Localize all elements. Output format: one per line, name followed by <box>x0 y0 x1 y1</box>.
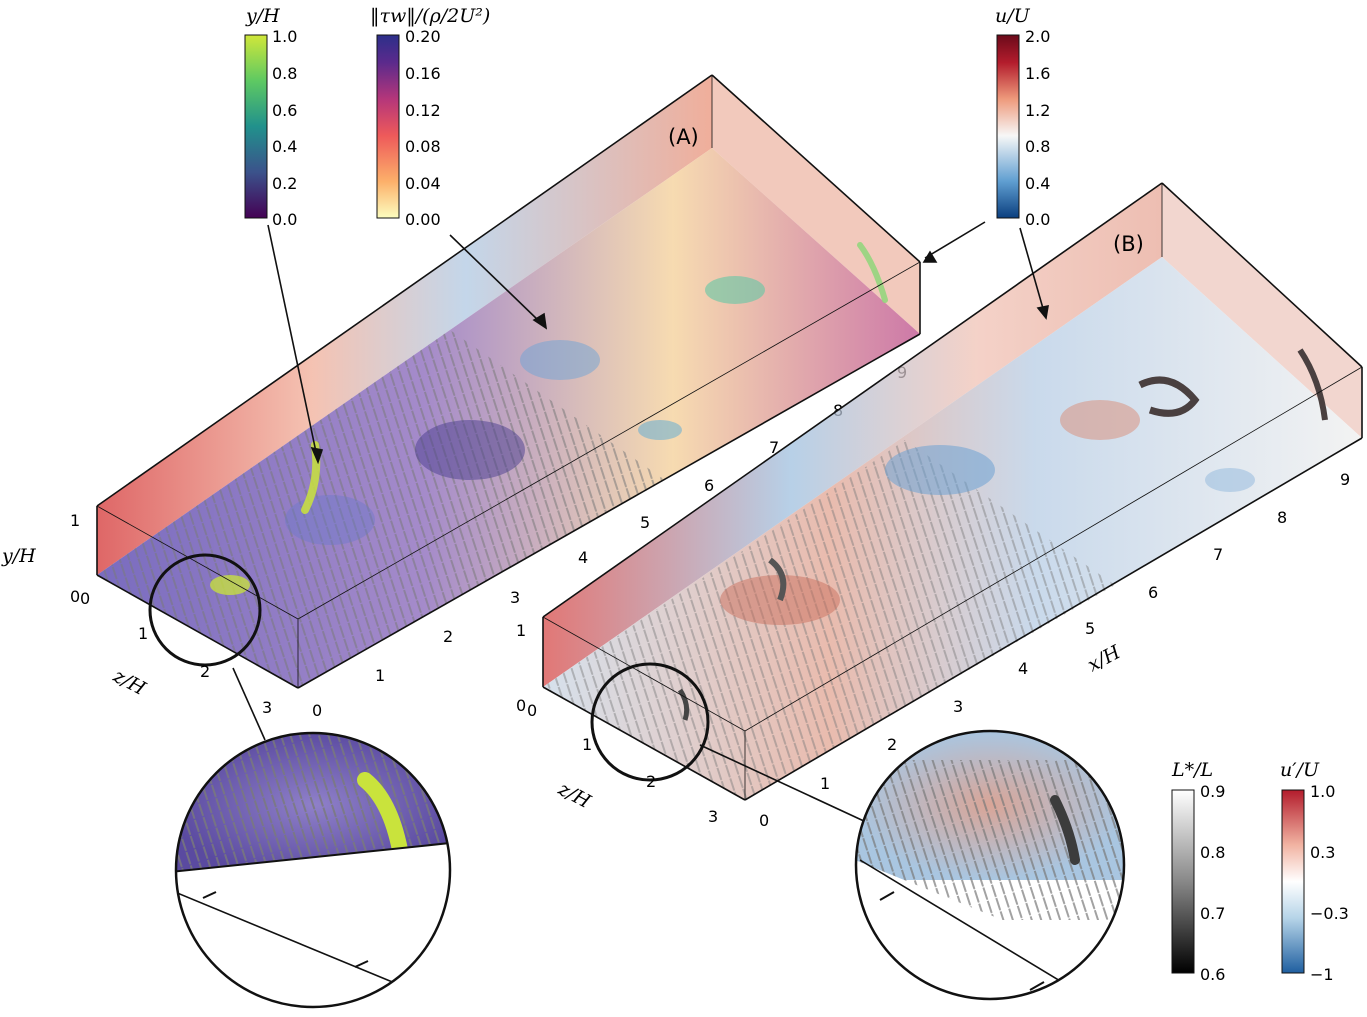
panel-a-z-tick-1: 1 <box>138 624 148 643</box>
panel-a-x-tick-0: 0 <box>312 701 322 720</box>
panel-a-label: (A) <box>668 125 699 149</box>
panel-a-x-tick-2: 2 <box>443 627 453 646</box>
panel-a-y-tick-0: 0 <box>70 587 80 606</box>
panel-b-vortex-structures <box>677 348 1328 721</box>
colorbar-uprime: u′/U 1.0 0.3 −0.3 −1 <box>1280 759 1349 984</box>
panel-a: (A) 1 0 y/H 0 1 2 3 z/H 0 1 2 3 4 5 6 7 … <box>1 74 921 720</box>
panel-b-y-tick-0: 0 <box>516 696 526 715</box>
panel-a-y-axis-label: y/H <box>1 545 36 567</box>
colorbar-uprime-tick-2: −0.3 <box>1310 904 1349 923</box>
colorbar-uprime-tick-1: 0.3 <box>1310 843 1335 862</box>
panel-b-z-tick-2: 2 <box>646 772 656 791</box>
zoom-inset-b <box>699 729 1126 1001</box>
colorbar-yh-tick-3: 0.4 <box>272 137 297 156</box>
colorbar-uu-tick-0: 2.0 <box>1025 27 1050 46</box>
colorbar-uu: u/U 2.0 1.6 1.2 0.8 0.4 0.0 <box>995 5 1050 229</box>
colorbar-wall-shear-tick-2: 0.12 <box>405 101 441 120</box>
panel-a-x-tick-6: 6 <box>704 476 714 495</box>
colorbar-wall-shear-tick-3: 0.08 <box>405 137 441 156</box>
colorbar-wall-shear: ‖τw‖/(ρ/2U²) 0.20 0.16 0.12 0.08 0.04 0.… <box>370 5 490 229</box>
colorbar-yh-tick-5: 0.0 <box>272 210 297 229</box>
panel-b-side-wall <box>543 183 1162 687</box>
panel-a-z-tick-0: 0 <box>80 589 90 608</box>
panel-b-x-tick-2: 2 <box>887 735 897 754</box>
colorbar-uu-tick-4: 0.4 <box>1025 174 1050 193</box>
panel-b-label: (B) <box>1113 232 1144 256</box>
colorbar-uu-tick-5: 0.0 <box>1025 210 1050 229</box>
colorbar-yh-tick-2: 0.6 <box>272 101 297 120</box>
panel-b-z-tick-3: 3 <box>708 807 718 826</box>
colorbar-uprime-tick-3: −1 <box>1310 965 1334 984</box>
colorbar-lstar-tick-2: 0.7 <box>1200 904 1225 923</box>
colorbar-uu-tick-1: 1.6 <box>1025 64 1050 83</box>
panel-a-vortex-structures <box>210 242 888 595</box>
colorbar-wall-shear-tick-4: 0.04 <box>405 174 441 193</box>
panel-b-x-tick-0: 0 <box>759 811 769 830</box>
colorbar-uprime-tick-0: 1.0 <box>1310 782 1335 801</box>
panel-b-x-tick-7: 7 <box>1213 545 1223 564</box>
colorbar-yh-tick-4: 0.2 <box>272 174 297 193</box>
panel-a-z-tick-3: 3 <box>262 698 272 717</box>
colorbar-uprime-title: u′/U <box>1280 759 1320 781</box>
panel-b-x-tick-4: 4 <box>1018 659 1028 678</box>
colorbar-wall-shear-title: ‖τw‖/(ρ/2U²) <box>370 5 490 27</box>
panel-a-x-tick-5: 5 <box>640 513 650 532</box>
colorbar-yh-title: y/H <box>245 5 280 27</box>
colorbar-lstar-tick-0: 0.9 <box>1200 782 1225 801</box>
panel-a-z-tick-2: 2 <box>200 662 210 681</box>
panel-a-zoom-marker <box>148 553 262 667</box>
panel-b-x-axis-label: x/H <box>1084 641 1124 676</box>
colorbar-lstar-tick-1: 0.8 <box>1200 843 1225 862</box>
colorbar-lstar: L*/L 0.9 0.8 0.7 0.6 <box>1171 759 1225 984</box>
colorbar-lstar-tick-3: 0.6 <box>1200 965 1225 984</box>
panel-b-x-tick-9: 9 <box>1340 470 1350 489</box>
panel-b-box-edges <box>542 182 1363 801</box>
panel-a-x-tick-4: 4 <box>578 548 588 567</box>
panel-b-z-tick-1: 1 <box>582 735 592 754</box>
panel-b-zoom-marker <box>590 662 710 782</box>
colorbar-yh-tick-0: 1.0 <box>272 27 297 46</box>
panel-a-box-edges <box>96 74 921 689</box>
colorbar-yh-tick-1: 0.8 <box>272 64 297 83</box>
pointer-arrows <box>267 221 1049 465</box>
panel-a-side-wall <box>97 75 712 575</box>
colorbar-uu-title: u/U <box>995 5 1031 27</box>
panel-a-y-tick-1: 1 <box>70 511 80 530</box>
panel-b: (B) 1 0 0 1 2 3 z/H x/H 0 1 2 3 4 5 6 7 … <box>516 182 1363 830</box>
panel-b-x-tick-8: 8 <box>1277 508 1287 527</box>
panel-a-x-tick-1: 1 <box>375 666 385 685</box>
panel-a-back-wall <box>712 75 920 334</box>
panel-a-z-axis-label: z/H <box>109 665 150 701</box>
panel-b-x-tick-3: 3 <box>953 697 963 716</box>
panel-a-x-tick-7: 7 <box>769 438 779 457</box>
panel-a-x-tick-3: 3 <box>510 588 520 607</box>
colorbar-wall-shear-tick-1: 0.16 <box>405 64 441 83</box>
panel-b-y-tick-1: 1 <box>516 621 526 640</box>
colorbar-lstar-title: L*/L <box>1171 759 1213 781</box>
panel-b-x-tick-1: 1 <box>820 774 830 793</box>
panel-a-fiber-field <box>97 330 665 688</box>
panel-b-z-axis-label: z/H <box>554 778 595 814</box>
panel-b-x-ticks: 0 1 2 3 4 5 6 7 8 9 <box>759 470 1350 830</box>
panel-b-z-tick-0: 0 <box>527 701 537 720</box>
colorbar-yh: y/H 1.0 0.8 0.6 0.4 0.2 0.0 <box>244 5 297 229</box>
colorbar-wall-shear-tick-5: 0.00 <box>405 210 441 229</box>
colorbar-wall-shear-tick-0: 0.20 <box>405 27 441 46</box>
colorbar-uu-tick-2: 1.2 <box>1025 101 1050 120</box>
panel-b-x-tick-6: 6 <box>1148 583 1158 602</box>
panel-b-x-tick-5: 5 <box>1085 619 1095 638</box>
colorbar-uu-tick-3: 0.8 <box>1025 137 1050 156</box>
